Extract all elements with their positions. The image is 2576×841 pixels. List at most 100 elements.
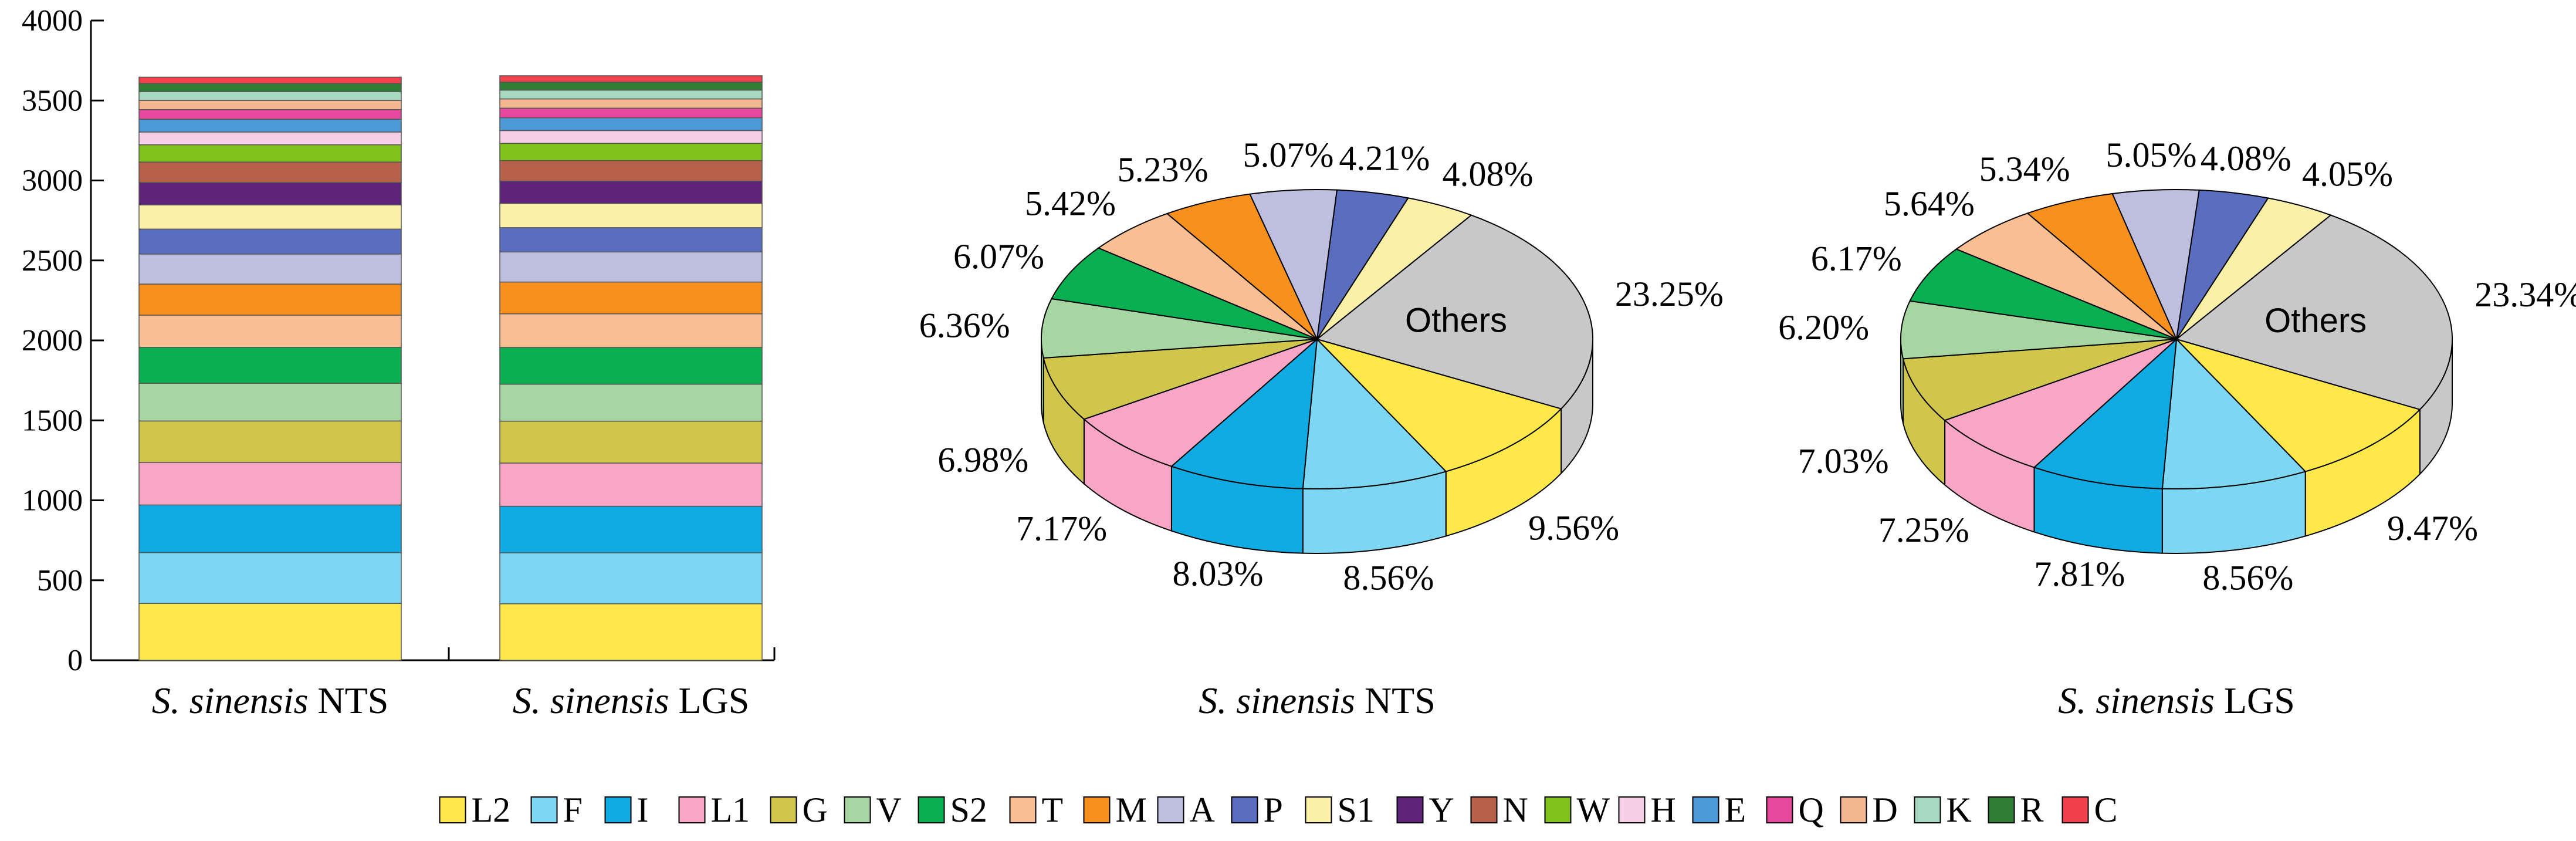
legend-label-P: P [1264,791,1283,829]
y-tick-label: 3000 [22,164,83,198]
x-category-label-species: S. sinensis [513,680,669,721]
bar-segment-V-nts [138,383,402,422]
pie-others-label: Others [1405,302,1507,340]
legend-swatch-V [844,796,871,823]
pie-pct-label: 7.17% [1016,509,1107,548]
pie-pct-label: 5.05% [2106,136,2197,174]
pie-slice-S2 [1051,247,1318,340]
legend-label-T: T [1042,791,1064,829]
bar-segment-L2-lgs [499,603,763,661]
bar-segment-Q-nts [138,109,402,120]
bar-segment-C-nts [138,76,402,85]
legend-swatch-C [2062,796,2089,823]
bar-segment-Q-lgs [499,107,763,119]
legend-label-F: F [563,791,583,829]
bar-segment-Y-nts [138,182,402,205]
x-category-label-space [669,680,678,721]
legend-item-I: I [604,791,648,829]
pie-slice-S2 [1909,248,2177,340]
bar-segment-M-nts [138,283,402,316]
bar-segment-I-nts [138,504,402,553]
pie-slice-A [1249,189,1338,342]
pie-chart-nts: 23.25% 9.56% 8.56% 8.03% 7.17% 6.98% 6.36% 6.07… [919,136,1724,721]
y-tick-label: 4000 [22,4,83,38]
y-tick-label: 2500 [22,244,83,278]
y-tick-label: 500 [37,564,83,597]
pie-pct-label: 4.08% [1442,154,1533,193]
bar-segment-Y-lgs [499,180,763,204]
bar-segment-A-nts [138,254,402,285]
x-category-label: S. sinensis LGS [513,680,750,721]
pie-pct-label: 23.25% [1615,275,1724,313]
bar-segment-H-nts [138,131,402,146]
pie-chart-lgs: 23.34% 9.47% 8.56% 7.81% 7.25% 7.03% 6.20% 6.17… [1778,136,2576,721]
legend-swatch-R [1988,796,2015,823]
legend-label-S1: S1 [1338,791,1375,829]
pie-slice-I [2033,337,2178,489]
legend-swatch-S1 [1305,796,1332,823]
bar-segment-A-lgs [499,251,763,283]
legend-swatch-I [604,796,632,823]
pie-pct-label: 7.03% [1798,442,1889,481]
pie-slice-A [2111,189,2200,342]
bar-segment-C-lgs [499,75,763,83]
bar-segment-D-nts [138,100,402,110]
y-tick-label: 0 [67,644,83,677]
bar-segment-R-lgs [499,82,763,91]
pie-caption-space [1355,680,1365,721]
legend-item-F: F [530,791,583,829]
y-tick-label: 2000 [22,324,83,357]
bar-segment-W-nts [138,144,402,163]
pie-pct-label: 6.36% [919,306,1010,345]
legend-item-Y: Y [1396,791,1454,829]
pie-others-label: Others [2264,302,2367,340]
pie-slice-Others [2175,214,2453,410]
pie-caption: S. sinensis NTS [1199,680,1436,721]
bar-segment-N-nts [138,161,402,183]
pie-slice-S1 [1316,197,1473,340]
pie-pct-label: 6.20% [1778,308,1869,347]
legend-swatch-H [1618,796,1646,823]
bar-segment-T-lgs [499,313,763,348]
legend-item-S1: S1 [1305,791,1375,829]
legend-item-H: H [1618,791,1676,829]
legend-item-M: M [1083,791,1147,829]
y-tick-label: 1000 [22,484,83,518]
legend-item-T: T [1009,791,1064,829]
legend-item-L2: L2 [439,791,510,829]
bar-segment-S1-nts [138,204,402,230]
legend-item-S2: S2 [918,791,987,829]
pie-pct-label: 5.42% [1025,184,1116,222]
legend-label-S2: S2 [950,791,987,829]
x-category-label-species: S. sinensis [152,680,309,721]
bar-segment-M-lgs [499,281,763,315]
pie-slice-G [1902,339,2177,421]
legend-label-A: A [1190,791,1215,829]
pie-slice-M [1166,193,1318,340]
pie-slice-T [1955,212,2177,340]
pie-slice-L2 [2174,337,2421,472]
pie-slice-L2 [1315,338,1562,472]
pie-caption-space [2215,680,2224,721]
pie-slice-T [1097,212,1318,340]
x-category-label-suffix: NTS [317,680,388,721]
bar-segment-E-lgs [499,117,763,131]
pie-slice-G [1042,339,1318,420]
legend-item-R: R [1988,791,2044,829]
bar-segment-P-lgs [499,227,763,253]
legend-item-L1: L1 [678,791,750,829]
pie-slice-I [1170,337,1318,489]
pie-slice-F [1302,337,1447,489]
bar-segment-K-nts [138,91,402,101]
bar-segment-S2-lgs [499,347,763,385]
bar-segment-V-lgs [499,383,763,422]
pie-caption: S. sinensis LGS [2058,680,2295,721]
pie-slice-L1 [1082,339,1318,467]
legend-swatch-M [1083,796,1111,823]
pie-pct-label: 5.07% [1243,136,1334,174]
bar-segment-H-lgs [499,130,763,144]
legend-item-E: E [1692,791,1746,829]
bar-segment-D-lgs [499,98,763,109]
legend-label-Q: Q [1799,791,1824,829]
